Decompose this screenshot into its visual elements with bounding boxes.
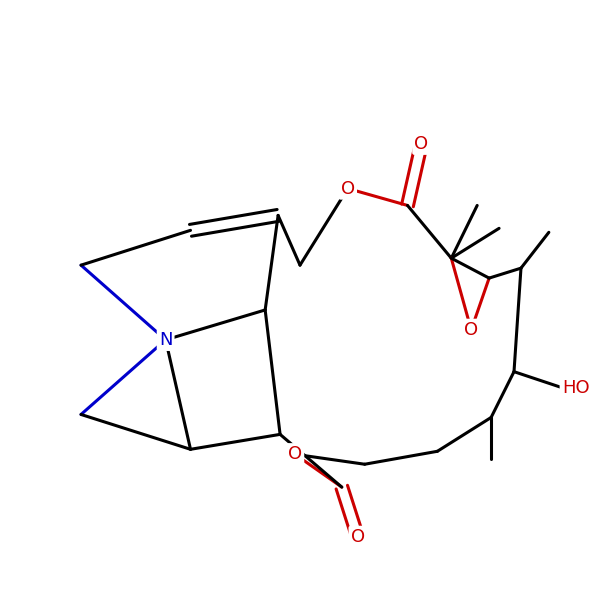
- Text: HO: HO: [562, 379, 589, 397]
- Text: O: O: [415, 135, 428, 153]
- Text: N: N: [159, 331, 172, 349]
- Text: O: O: [350, 528, 365, 546]
- Text: O: O: [464, 321, 478, 339]
- Text: O: O: [341, 179, 355, 197]
- Text: O: O: [288, 445, 302, 463]
